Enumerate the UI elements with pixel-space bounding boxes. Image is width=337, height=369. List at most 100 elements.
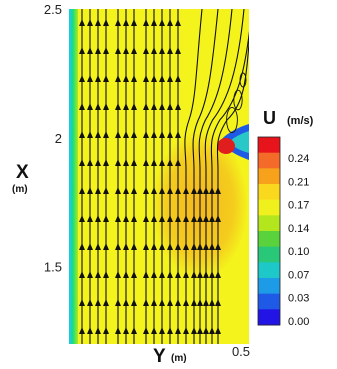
flow-arrow bbox=[159, 215, 165, 222]
flow-arrow bbox=[87, 271, 93, 278]
flow-arrow bbox=[151, 19, 157, 26]
flow-arrow bbox=[87, 187, 93, 194]
flow-arrow bbox=[183, 215, 189, 222]
colorbar-level-label: 0.14 bbox=[288, 223, 309, 235]
flow-arrow bbox=[167, 19, 173, 26]
colorbar-swatch bbox=[258, 199, 280, 216]
flow-arrow bbox=[95, 103, 101, 110]
flow-arrow bbox=[209, 243, 215, 250]
flow-arrow bbox=[191, 215, 197, 222]
flow-arrow bbox=[115, 75, 121, 82]
flow-arrow bbox=[203, 243, 209, 250]
flow-arrow bbox=[95, 243, 101, 250]
flow-arrow bbox=[151, 299, 157, 306]
flow-arrow bbox=[143, 131, 149, 138]
flow-arrow bbox=[159, 47, 165, 54]
flow-arrow bbox=[175, 47, 181, 54]
colorbar-level-label: 0.21 bbox=[288, 176, 309, 188]
flow-arrow bbox=[79, 47, 85, 54]
flow-arrow bbox=[151, 103, 157, 110]
flow-arrow bbox=[95, 19, 101, 26]
flow-arrow bbox=[167, 187, 173, 194]
colorbar-level-label: 0.24 bbox=[288, 153, 309, 165]
flow-arrow bbox=[167, 243, 173, 250]
flow-arrow bbox=[159, 243, 165, 250]
low-velocity-body-region bbox=[217, 124, 249, 160]
colorbar-swatch bbox=[258, 215, 280, 232]
flow-arrow bbox=[151, 75, 157, 82]
y-axis-unit: (m) bbox=[171, 353, 187, 364]
flow-arrow bbox=[79, 243, 85, 250]
y-axis-tick-labels: 0.5 bbox=[232, 344, 250, 359]
streamline bbox=[123, 9, 129, 344]
flow-arrow bbox=[79, 159, 85, 166]
streamline bbox=[175, 9, 181, 344]
flow-arrow bbox=[175, 215, 181, 222]
flow-arrow bbox=[79, 19, 85, 26]
colorbar-swatch bbox=[258, 262, 280, 279]
flow-arrow bbox=[103, 243, 109, 250]
flow-arrow bbox=[115, 159, 121, 166]
flow-arrow bbox=[151, 243, 157, 250]
flow-arrow bbox=[143, 159, 149, 166]
colorbar-swatches bbox=[257, 136, 281, 326]
flow-arrow bbox=[167, 271, 173, 278]
flow-arrow bbox=[115, 103, 121, 110]
streamline bbox=[183, 9, 203, 344]
flow-arrow bbox=[79, 271, 85, 278]
colorbar-swatch bbox=[258, 152, 280, 169]
flow-arrow bbox=[167, 131, 173, 138]
x-axis-unit: (m) bbox=[12, 184, 28, 195]
flow-arrow bbox=[123, 131, 129, 138]
streamline bbox=[95, 9, 101, 344]
streamline bbox=[197, 9, 233, 344]
flow-arrow bbox=[183, 327, 189, 334]
stagnation-region bbox=[217, 138, 235, 154]
flow-arrow bbox=[79, 131, 85, 138]
streamline bbox=[79, 9, 85, 344]
flow-arrow bbox=[167, 47, 173, 54]
x-axis-label: X bbox=[16, 162, 29, 183]
flow-arrow bbox=[143, 215, 149, 222]
streamline bbox=[191, 9, 219, 344]
flow-arrow bbox=[123, 187, 129, 194]
flow-arrow bbox=[131, 159, 137, 166]
flow-arrow bbox=[87, 159, 93, 166]
flow-arrow bbox=[87, 243, 93, 250]
streamline bbox=[103, 9, 109, 344]
flow-arrow bbox=[203, 271, 209, 278]
flow-arrow bbox=[191, 243, 197, 250]
flow-arrow bbox=[197, 299, 203, 306]
flow-arrow bbox=[151, 187, 157, 194]
flow-arrow bbox=[215, 215, 221, 222]
flow-arrow bbox=[103, 159, 109, 166]
flow-arrow bbox=[203, 215, 209, 222]
colorbar-unit: (m/s) bbox=[287, 115, 314, 127]
flow-arrow bbox=[175, 159, 181, 166]
wall-boundary-layer bbox=[69, 9, 78, 344]
flow-arrow bbox=[123, 327, 129, 334]
flow-arrow bbox=[87, 47, 93, 54]
colorbar-swatch bbox=[258, 137, 280, 154]
flow-arrow bbox=[131, 75, 137, 82]
flow-arrow bbox=[95, 299, 101, 306]
flow-arrow bbox=[197, 215, 203, 222]
flow-arrow bbox=[143, 103, 149, 110]
flow-arrow bbox=[183, 243, 189, 250]
flow-arrow bbox=[115, 327, 121, 334]
colorbar-frame bbox=[257, 136, 281, 326]
flow-arrow bbox=[159, 75, 165, 82]
flow-arrow bbox=[123, 47, 129, 54]
flow-arrow bbox=[191, 327, 197, 334]
flow-arrow bbox=[175, 327, 181, 334]
flow-arrow bbox=[159, 131, 165, 138]
flow-arrow bbox=[123, 299, 129, 306]
flow-arrow bbox=[131, 187, 137, 194]
colorbar-swatch bbox=[258, 293, 280, 310]
flow-arrow bbox=[197, 187, 203, 194]
flow-arrow bbox=[183, 299, 189, 306]
flow-arrow bbox=[167, 215, 173, 222]
flow-arrow bbox=[197, 243, 203, 250]
flow-arrow bbox=[87, 75, 93, 82]
flow-arrow bbox=[215, 243, 221, 250]
